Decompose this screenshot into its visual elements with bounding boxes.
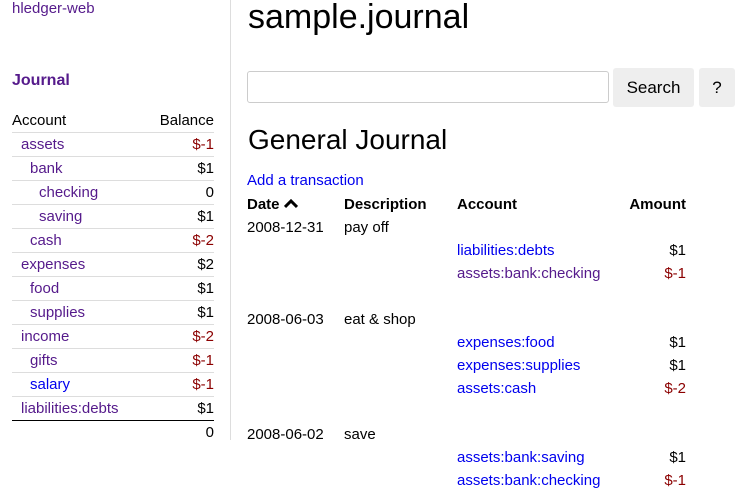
posting-row: assets:bank:saving $1 — [247, 447, 686, 470]
account-header: Account — [457, 196, 517, 213]
journal-link[interactable]: Journal — [12, 72, 70, 89]
account-balance: $-1 — [145, 372, 214, 397]
posting-account-link[interactable]: liabilities:debts — [457, 242, 555, 259]
posting-account-link[interactable]: assets:cash — [457, 380, 537, 397]
posting-amount: $-1 — [664, 472, 686, 489]
account-balance: $-1 — [145, 132, 214, 157]
total-balance: 0 — [145, 420, 214, 444]
account-balance: $-2 — [145, 228, 214, 253]
search-input[interactable] — [247, 71, 609, 103]
account-balance: $1 — [145, 396, 214, 421]
help-button[interactable]: ? — [699, 68, 735, 107]
transaction-description: eat & shop — [344, 311, 416, 328]
account-balance: $-2 — [145, 324, 214, 349]
balance-row: saving $1 — [12, 204, 214, 229]
posting-account-link[interactable]: assets:bank:checking — [457, 265, 601, 282]
posting-amount: $1 — [669, 334, 686, 351]
journal-title: General Journal — [248, 124, 448, 155]
posting-account-link[interactable]: expenses:food — [457, 334, 555, 351]
account-link[interactable]: income — [21, 327, 70, 345]
sidebar: hledger-web Journal Account Balance asse… — [0, 0, 231, 444]
account-link[interactable]: expenses — [21, 255, 86, 273]
posting-row: expenses:food $1 — [247, 332, 686, 355]
add-transaction-link[interactable]: Add a transaction — [247, 172, 364, 189]
account-balance: $1 — [145, 300, 214, 325]
amount-header: Amount — [629, 196, 686, 213]
transaction-date: 2008-12-31 — [247, 219, 324, 236]
posting-account-link[interactable]: assets:bank:saving — [457, 449, 585, 466]
account-link[interactable]: bank — [30, 159, 63, 177]
transaction-row: 2008-06-03 eat & shop — [247, 309, 686, 332]
balance-table: Account Balance assets $-1 bank $1 checking 0… — [12, 109, 214, 444]
balance-row: supplies $1 — [12, 300, 214, 325]
account-balance: $1 — [145, 276, 214, 301]
balance-row: assets $-1 — [12, 132, 214, 157]
account-link[interactable]: saving — [39, 207, 83, 225]
description-header: Description — [344, 196, 427, 213]
balance-row: cash $-2 — [12, 228, 214, 253]
account-balance: $-1 — [145, 348, 214, 373]
total-row: 0 — [12, 420, 214, 444]
balance-row: expenses $2 — [12, 252, 214, 277]
posting-amount: $1 — [669, 449, 686, 466]
spacer — [247, 401, 686, 424]
balance-row: liabilities:debts $1 — [12, 396, 214, 421]
posting-account-link[interactable]: expenses:supplies — [457, 357, 581, 374]
page-title: sample.journal — [248, 0, 470, 36]
journal-table: Date Description Account Amount 2008-12-… — [247, 194, 686, 493]
account-link[interactable]: supplies — [30, 303, 86, 321]
transaction-row: 2008-06-02 save — [247, 424, 686, 447]
balance-row: checking 0 — [12, 180, 214, 205]
account-link[interactable]: liabilities:debts — [21, 399, 119, 417]
account-link[interactable]: assets — [21, 135, 65, 153]
posting-row: assets:cash $-2 — [247, 378, 686, 401]
chevron-up-icon — [283, 198, 298, 209]
transaction-date: 2008-06-03 — [247, 311, 324, 328]
posting-row: assets:bank:checking $-1 — [247, 263, 686, 286]
spacer — [247, 286, 686, 309]
account-header: Account — [12, 111, 67, 129]
posting-row: liabilities:debts $1 — [247, 240, 686, 263]
transaction-date: 2008-06-02 — [247, 426, 324, 443]
posting-amount: $-1 — [664, 265, 686, 282]
account-balance: $2 — [145, 252, 214, 277]
account-balance: 0 — [145, 180, 214, 205]
account-balance: $1 — [145, 156, 214, 181]
balance-row: gifts $-1 — [12, 348, 214, 373]
date-header-label: Date — [247, 196, 280, 213]
posting-amount: $1 — [669, 357, 686, 374]
posting-row: expenses:supplies $1 — [247, 355, 686, 378]
balance-row: income $-2 — [12, 324, 214, 349]
search-button[interactable]: Search — [613, 68, 694, 107]
balance-header: Balance — [159, 111, 214, 129]
account-balance: $1 — [145, 204, 214, 229]
account-link[interactable]: gifts — [30, 351, 58, 369]
transaction-description: pay off — [344, 219, 389, 236]
transaction-row: 2008-12-31 pay off — [247, 217, 686, 240]
balance-row: food $1 — [12, 276, 214, 301]
account-link[interactable]: checking — [39, 183, 99, 201]
posting-amount: $-2 — [664, 380, 686, 397]
posting-row: assets:bank:checking $-1 — [247, 470, 686, 493]
date-header[interactable]: Date — [247, 194, 344, 217]
posting-amount: $1 — [669, 242, 686, 259]
balance-row: bank $1 — [12, 156, 214, 181]
account-link[interactable]: cash — [30, 231, 62, 249]
transaction-description: save — [344, 426, 376, 443]
brand-link[interactable]: hledger-web — [12, 0, 95, 17]
account-link[interactable]: salary — [30, 375, 71, 393]
account-link[interactable]: food — [30, 279, 60, 297]
balance-row: salary $-1 — [12, 372, 214, 397]
